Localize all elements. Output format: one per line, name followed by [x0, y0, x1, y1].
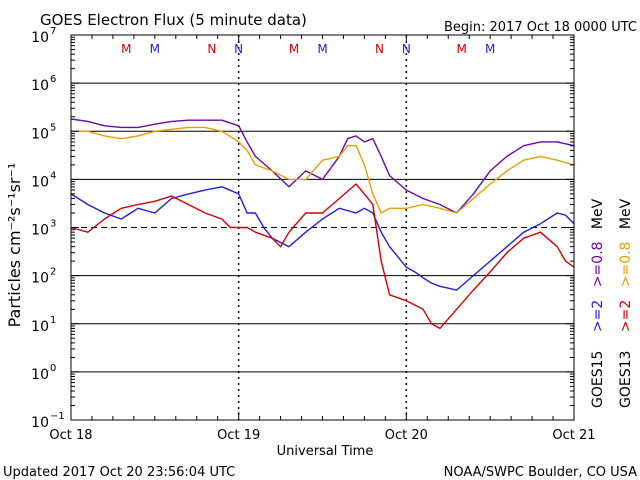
svg-text:GOES15 >=2 >=0.8: GOES15 >=2 >=0.8 MeV	[590, 198, 606, 408]
marker-label: M	[317, 42, 327, 56]
x-tick-label: Oct 20	[385, 428, 428, 443]
y-tick-label: 10	[31, 271, 49, 287]
y-tick-exponent: 1	[50, 315, 56, 326]
legend-goes15-label: GOES15	[590, 351, 606, 408]
legend-goes13-label: GOES13	[618, 351, 634, 408]
plot-frame	[70, 34, 575, 421]
x-tick-label: Oct 19	[217, 428, 260, 443]
marker-label: M	[150, 42, 160, 56]
y-axis-label: Particles cm⁻²s⁻¹sr⁻¹	[5, 163, 24, 328]
x-tick-label: Oct 21	[552, 428, 595, 443]
y-tick-label: 10	[31, 415, 49, 431]
y-tick-exponent: 3	[50, 219, 56, 230]
updated-time: Updated 2017 Oct 20 23:56:04 UTC	[3, 465, 235, 480]
legend-goes15: GOES15 >=2 >=0.8 MeV	[590, 198, 606, 408]
series-line-3	[71, 126, 575, 214]
y-tick-label: 10	[31, 126, 49, 142]
y-tick-exponent: 5	[50, 122, 56, 133]
y-tick-exponent: −1	[50, 411, 65, 422]
credit-text: NOAA/SWPC Boulder, CO USA	[444, 465, 637, 480]
legend-goes15-ge08: >=0.8	[590, 242, 606, 288]
marker-label: M	[485, 42, 495, 56]
y-tick-exponent: 0	[50, 363, 56, 374]
series-line-2	[70, 183, 575, 330]
data-series	[70, 118, 575, 330]
y-tick-label: 10	[31, 223, 49, 239]
marker-label: M	[289, 42, 299, 56]
y-tick-label: 10	[31, 30, 49, 46]
y-tick-exponent: 6	[50, 74, 56, 85]
begin-time: Begin: 2017 Oct 18 0000 UTC	[444, 20, 637, 35]
y-tick-label: 10	[31, 319, 49, 335]
chart-title: GOES Electron Flux (5 minute data)	[40, 11, 307, 29]
grid-lines	[71, 35, 574, 420]
marker-label: M	[456, 42, 466, 56]
marker-label: N	[234, 42, 243, 56]
x-axis-label: Universal Time	[277, 444, 374, 459]
y-tick-label: 10	[31, 78, 49, 94]
y-tick-label: 10	[31, 367, 49, 383]
y-tick-label: 10	[31, 174, 49, 190]
legend-goes13: GOES13 >=2 >=0.8 MeV	[618, 198, 634, 408]
legend-goes13-unit: MeV	[618, 198, 634, 229]
y-tick-exponent: 4	[50, 170, 56, 181]
marker-label: N	[402, 42, 411, 56]
y-tick-exponent: 7	[50, 26, 56, 37]
legend-goes15-unit: MeV	[590, 198, 606, 229]
marker-label: N	[375, 42, 384, 56]
svg-text:GOES13 >=2 >=0.8: GOES13 >=2 >=0.8 MeV	[618, 198, 634, 408]
legend-goes13-ge2: >=2	[618, 300, 634, 332]
x-tick-label: Oct 18	[49, 428, 92, 443]
marker-label: M	[121, 42, 131, 56]
legend-goes15-ge2: >=2	[590, 300, 606, 332]
legend-goes13-ge08: >=0.8	[618, 242, 634, 288]
y-tick-exponent: 2	[50, 267, 56, 278]
marker-label: N	[207, 42, 216, 56]
